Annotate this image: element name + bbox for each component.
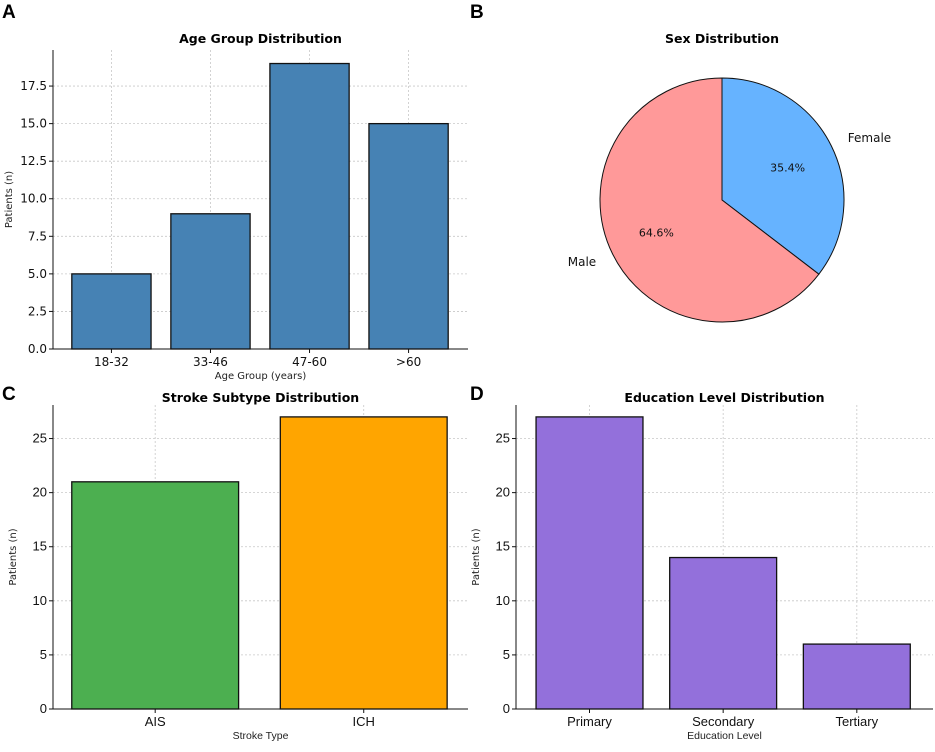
y-tick-label: 15 [496,539,510,554]
y-tick-label: 0 [40,701,47,716]
pie-pct-label: 64.6% [639,226,674,239]
bar-AIS [71,481,240,710]
y-tick-label: 17.5 [20,79,47,93]
x-tick-label: 47-60 [292,355,327,369]
chart-2: 0 5 10 15 20 25 AIS ICH Stroke Subtype Distribut… [8,390,468,742]
bar-Tertiary [802,643,911,710]
chart-3: 0 5 10 15 20 25 Primary Secondary Tertiary Educat… [471,390,933,742]
y-tick-label: 12.5 [20,154,47,168]
panel-label-a: A [2,2,16,23]
y-tick-label: 5.0 [28,267,47,281]
x-tick-label: ICH [353,714,375,729]
y-tick-label: 20 [33,485,47,500]
y-axis-label: Patients (n) [4,171,15,228]
bar-18-32 [71,273,152,350]
x-tick-label: Secondary [692,714,755,729]
bar-Primary [535,416,644,710]
bar-Secondary [669,556,778,710]
chart-1: Female 35.4% Male 64.6% Sex Distribution [568,31,891,323]
y-tick-label: 7.5 [28,229,47,243]
chart-title: Education Level Distribution [624,390,824,405]
y-tick-label: 0.0 [28,342,47,356]
x-tick-label: 18-32 [94,355,129,369]
y-tick-label: 10 [496,593,510,608]
y-tick-label: 25 [496,431,510,446]
y-tick-label: 0 [503,701,510,716]
y-tick-label: 15 [33,539,47,554]
y-tick-label: 15.0 [20,117,47,131]
x-tick-label: Tertiary [836,714,879,729]
bar->60 [368,122,449,350]
bar-33-46 [170,213,251,350]
x-tick-label: Primary [567,714,612,729]
panel-label-d: D [470,384,484,405]
pie-slice-female [721,77,845,275]
chart-title: Stroke Subtype Distribution [162,390,359,405]
x-tick-label: >60 [396,355,421,369]
chart-title: Sex Distribution [665,31,779,46]
y-tick-label: 20 [496,485,510,500]
y-tick-label: 10 [33,593,47,608]
x-axis-label: Education Level [687,730,762,742]
y-tick-label: 5 [503,647,510,662]
x-tick-label: 33-46 [193,355,228,369]
x-axis-label: Age Group (years) [215,371,307,382]
y-tick-label: 5 [40,647,47,662]
pie-label: Male [568,255,596,269]
chart-0: 0.0 2.5 5.0 7.5 10.0 12.5 15.0 17.5 18-32 33-46 47… [4,31,468,382]
pie-pct-label: 35.4% [770,162,805,175]
pie-slice-male [599,77,820,323]
y-axis-label: Patients (n) [8,528,19,585]
y-axis-label: Patients (n) [471,528,482,585]
pie-label: Female [848,131,891,145]
panel-label-b: B [470,2,484,23]
panel-label-c: C [2,384,16,405]
x-tick-label: AIS [145,714,166,729]
chart-title: Age Group Distribution [179,31,342,46]
y-tick-label: 10.0 [20,192,47,206]
x-axis-label: Stroke Type [233,730,289,742]
bar-ICH [279,416,448,710]
y-tick-label: 25 [33,431,47,446]
bar-47-60 [269,62,350,350]
y-tick-label: 2.5 [28,304,47,318]
